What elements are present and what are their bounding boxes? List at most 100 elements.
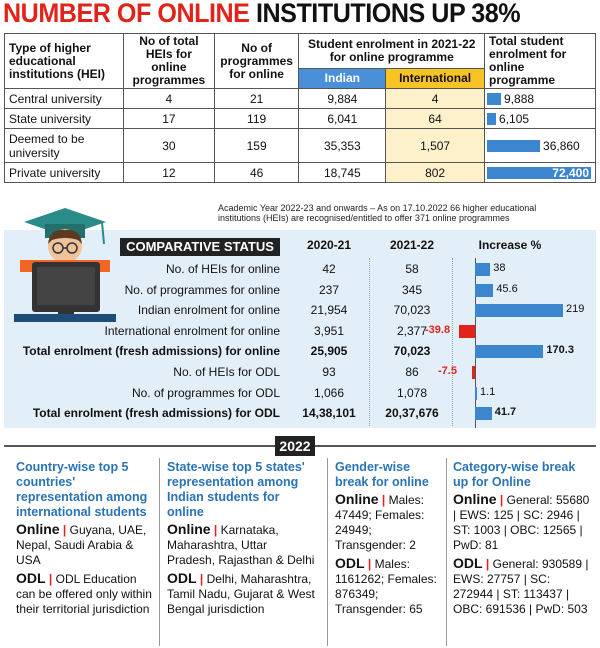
page-title: NUMBER OF ONLINE INSTITUTIONS UP 38% (3, 0, 555, 28)
total-bar (487, 92, 502, 105)
table-row: Deemed to be university 30 159 35,353 1,507 3… (4, 128, 596, 163)
row-label: No. of HEIs for ODL (173, 365, 280, 379)
row-label: Total enrolment (fresh admissions) for o… (22, 344, 280, 359)
country-heading: Country-wise top 5 countries' representa… (16, 460, 148, 519)
state-odl-text: Delhi, Maharashtra, Tamil Nadu, Gujarat … (167, 572, 315, 616)
header-indian: Indian (298, 68, 387, 89)
increase-value: 170.3 (546, 344, 574, 357)
state-online-text: Karnataka, Maharashtra, Uttar Pradesh, R… (167, 523, 315, 567)
col-2021-22: 2021-22 (389, 238, 435, 252)
total-value: 6,105 (499, 111, 530, 126)
title-part-1: NUMBER OF ONLINE (3, 0, 250, 28)
increase-bar (475, 263, 491, 276)
increase-bar (475, 386, 477, 400)
cell-indian: 6,041 (298, 108, 387, 129)
comparative-row: Total enrolment (fresh admissions) for O… (4, 403, 596, 423)
increase-value: 41.7 (494, 406, 517, 419)
gender-odl-text: Males: 1161262; Females: 876349; Transge… (335, 557, 437, 616)
title-part-2: INSTITUTIONS UP 38% (255, 0, 521, 28)
cell-heis: 17 (123, 108, 215, 129)
increase-bar (475, 283, 494, 297)
value-2021-22: 70,023 (393, 344, 431, 359)
cell-international: 802 (385, 162, 486, 183)
cell-type: Deemed to be university (4, 128, 124, 163)
cell-total: 6,105 (484, 108, 596, 129)
total-bar (487, 167, 592, 180)
increase-value: 219 (566, 303, 585, 316)
cell-type: State university (4, 108, 124, 129)
header-programmes: No of programmes for online (213, 33, 300, 89)
row-label: No. of programmes for online (124, 282, 280, 297)
footnote: Academic Year 2022-23 and onwards – As o… (218, 203, 537, 223)
header-total: Total student enrolment for online progr… (484, 33, 596, 89)
section-divider (327, 458, 328, 646)
cell-programmes: 21 (213, 88, 300, 109)
value-2020-21: 3,951 (313, 323, 345, 338)
value-2021-22: 86 (405, 365, 419, 379)
cell-programmes: 46 (213, 162, 300, 183)
comparative-row: No. of programmes for online 237 345 45.6 (4, 280, 596, 300)
total-bar (487, 112, 497, 125)
increase-value: 38 (493, 262, 506, 274)
student-computer-illustration (14, 208, 116, 322)
country-online-text: Guyana, UAE, Nepal, Saudi Arabia & USA (16, 523, 147, 567)
cell-indian: 9,884 (298, 88, 387, 109)
column-divider (452, 258, 453, 426)
cell-international: 64 (385, 108, 486, 129)
total-value: 36,860 (543, 138, 580, 153)
increase-value: 45.6 (496, 282, 518, 295)
online-label: Online (167, 521, 211, 537)
country-odl-text: ODL Education can be offered only within… (16, 572, 152, 616)
comparative-row: No. of programmes for ODL 1,066 1,078 1.1 (4, 383, 596, 403)
online-label: Online (16, 521, 60, 537)
row-label: No. of HEIs for online (165, 262, 280, 276)
increase-value: -7.5 (437, 365, 457, 377)
odl-label: ODL (335, 555, 365, 571)
value-2020-21: 237 (318, 282, 340, 297)
col-increase: Increase % (478, 238, 542, 252)
cell-total: 9,888 (484, 88, 596, 109)
gender-heading: Gender-wise break for online (335, 460, 429, 489)
state-wise-section: State-wise top 5 states' representation … (167, 460, 317, 617)
table-row: State university 17 119 6,041 64 6,105 (4, 108, 596, 129)
category-wise-section: Category-wise break up for Online Online… (453, 460, 593, 617)
increase-bar (475, 304, 563, 318)
cell-indian: 35,353 (298, 128, 387, 163)
row-label: Indian enrolment for online (137, 303, 280, 318)
row-label: No. of programmes for ODL (131, 385, 280, 400)
value-2020-21: 42 (322, 262, 336, 276)
cell-total: 36,860 (484, 128, 596, 163)
cell-programmes: 159 (213, 128, 300, 163)
total-bar (487, 139, 541, 152)
cell-international: 1,507 (385, 128, 486, 163)
cell-heis: 4 (123, 88, 215, 109)
row-label: International enrolment for online (104, 323, 280, 338)
section-divider (159, 458, 160, 646)
hei-online-table: Type of higher educational institutions … (4, 32, 596, 183)
increase-bar (471, 366, 475, 379)
comparative-status-title: COMPARATIVE STATUS (120, 238, 280, 256)
comparative-row: Total enrolment (fresh admissions) for o… (4, 341, 596, 361)
comparative-row: No. of HEIs for online 42 58 38 (4, 259, 596, 279)
odl-label: ODL (167, 570, 197, 586)
category-online-text: General: 55680 | EWS: 125 | SC: 2946 | S… (453, 493, 590, 552)
comparative-row: International enrolment for online 3,951 2… (4, 321, 596, 341)
col-2020-21: 2020-21 (306, 238, 352, 252)
country-wise-section: Country-wise top 5 countries' representa… (16, 460, 152, 616)
cell-total: 72,400 (484, 162, 596, 183)
category-heading: Category-wise break up for Online (453, 460, 576, 489)
value-2020-21: 25,905 (310, 344, 348, 359)
gender-wise-section: Gender-wise break for online Online | Ma… (335, 460, 441, 617)
value-2021-22: 1,078 (396, 385, 428, 400)
comparative-row: Indian enrolment for online 21,954 70,023 2… (4, 300, 596, 320)
cell-international: 4 (385, 88, 486, 109)
value-2021-22: 58 (405, 262, 419, 276)
cell-programmes: 119 (213, 108, 300, 129)
cell-indian: 18,745 (298, 162, 387, 183)
section-divider (446, 458, 447, 646)
year-badge: 2022 (275, 436, 315, 456)
header-type: Type of higher educational institutions … (4, 33, 124, 89)
increase-bar (475, 345, 544, 359)
value-2020-21: 93 (322, 365, 336, 379)
value-2020-21: 14,38,101 (302, 406, 356, 421)
